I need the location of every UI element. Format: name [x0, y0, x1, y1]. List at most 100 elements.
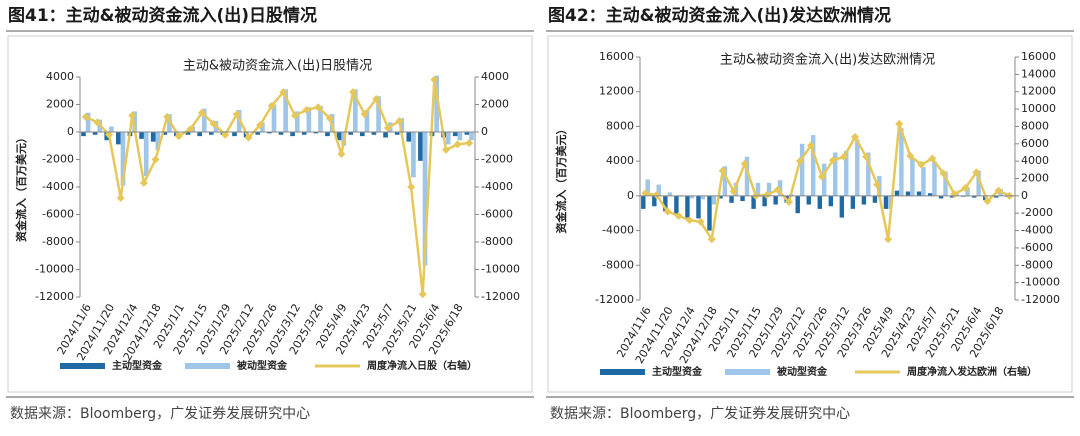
bar: [109, 126, 114, 132]
bar: [278, 132, 284, 135]
y-tick-label: 4000: [606, 154, 634, 167]
line-marker: [663, 207, 672, 216]
bar: [267, 132, 272, 134]
line-marker: [418, 290, 427, 299]
y-tick-label: 8000: [606, 119, 634, 132]
bar: [464, 132, 470, 135]
line-marker: [961, 184, 970, 193]
line-marker: [696, 217, 705, 226]
line-marker: [972, 168, 981, 177]
y-tick-label: -6000: [42, 208, 74, 221]
legend-swatch: [600, 369, 645, 375]
line-marker: [884, 235, 893, 244]
bar: [383, 132, 388, 138]
y2-tick-label: -4000: [1021, 224, 1053, 237]
legend-swatch: [60, 363, 105, 369]
y2-tick-label: -10000: [481, 263, 520, 276]
bar: [85, 112, 91, 132]
y2-tick-label: -6000: [481, 208, 513, 221]
line-marker: [917, 160, 926, 169]
line-marker: [360, 110, 369, 119]
line-marker: [372, 95, 381, 103]
bar: [744, 156, 750, 196]
line-marker: [174, 132, 183, 141]
line-marker: [197, 108, 206, 117]
y2-tick-label: 0: [481, 125, 488, 138]
legend-label: 主动型资金: [652, 365, 703, 378]
figure-title: 图41：主动&被动资金流入(出)日股情况: [8, 5, 317, 26]
line-marker: [290, 111, 299, 120]
y-tick-label: 12000: [599, 85, 634, 98]
bar: [916, 191, 922, 196]
y-tick-label: -4000: [602, 224, 634, 237]
line-marker: [707, 235, 716, 244]
y-tick-label: -8000: [42, 235, 74, 248]
line-marker: [116, 194, 125, 202]
line-marker: [151, 155, 160, 164]
bar: [359, 132, 365, 137]
bar: [921, 167, 926, 196]
bar: [817, 195, 822, 209]
bar: [201, 108, 207, 132]
line-marker: [817, 172, 826, 181]
bar: [674, 195, 679, 215]
y-tick-label: -4000: [42, 180, 74, 193]
line-marker: [983, 197, 992, 206]
bar: [394, 132, 400, 135]
line-marker: [829, 156, 838, 165]
bar: [943, 171, 948, 196]
y2-tick-label: -8000: [1021, 258, 1053, 271]
bar: [685, 195, 690, 218]
line-marker: [906, 151, 915, 160]
legend-label: 被动型资金: [237, 359, 288, 372]
line-marker: [685, 216, 694, 225]
line-marker: [762, 190, 771, 199]
bar: [700, 195, 706, 200]
line-marker: [806, 141, 815, 150]
y2-tick-label: -6000: [1021, 241, 1053, 254]
line-marker: [641, 189, 650, 198]
legend-label: 周度净流入发达欧洲（右轴）: [907, 365, 1037, 378]
bar: [406, 132, 412, 142]
chart-frame: [7, 35, 533, 393]
bar: [994, 195, 999, 198]
bar: [932, 161, 937, 196]
bar: [81, 132, 86, 137]
line-marker: [139, 178, 148, 187]
chart-panel: 图41：主动&被动资金流入(出)日股情况主动&被动资金流入(出)日股情况资金流入…: [6, 5, 534, 422]
y2-tick-label: 8000: [1021, 119, 1049, 132]
line-marker: [895, 119, 904, 128]
bar: [434, 75, 439, 132]
y2-tick-label: 4000: [481, 70, 509, 83]
line-marker: [939, 169, 948, 178]
line-marker: [337, 150, 346, 158]
bar: [949, 195, 955, 198]
bar: [833, 152, 838, 196]
line-marker: [232, 110, 241, 119]
line-marker: [407, 183, 416, 191]
bar: [707, 195, 712, 231]
y-tick-label: -12000: [595, 293, 634, 306]
line-marker: [840, 152, 849, 161]
bar: [740, 195, 745, 202]
bar: [348, 132, 354, 135]
bar: [290, 132, 295, 137]
line-marker: [267, 101, 276, 110]
bar: [905, 191, 911, 196]
bar: [850, 195, 856, 209]
bar: [364, 110, 370, 132]
y2-tick-label: -2000: [481, 153, 513, 166]
figure-title: 图42：主动&被动资金流入(出)发达欧洲情况: [548, 5, 891, 26]
bar: [872, 195, 878, 203]
line-marker: [441, 145, 450, 154]
bar: [445, 132, 451, 145]
bar: [766, 182, 772, 196]
chart-title: 主动&被动资金流入(出)日股情况: [183, 58, 372, 74]
y2-tick-label: 6000: [1021, 137, 1049, 150]
y2-tick-label: 10000: [1021, 102, 1056, 115]
bar: [696, 195, 701, 219]
bar: [839, 195, 845, 218]
bar: [866, 152, 871, 196]
bar: [318, 105, 323, 132]
bar: [260, 122, 265, 132]
